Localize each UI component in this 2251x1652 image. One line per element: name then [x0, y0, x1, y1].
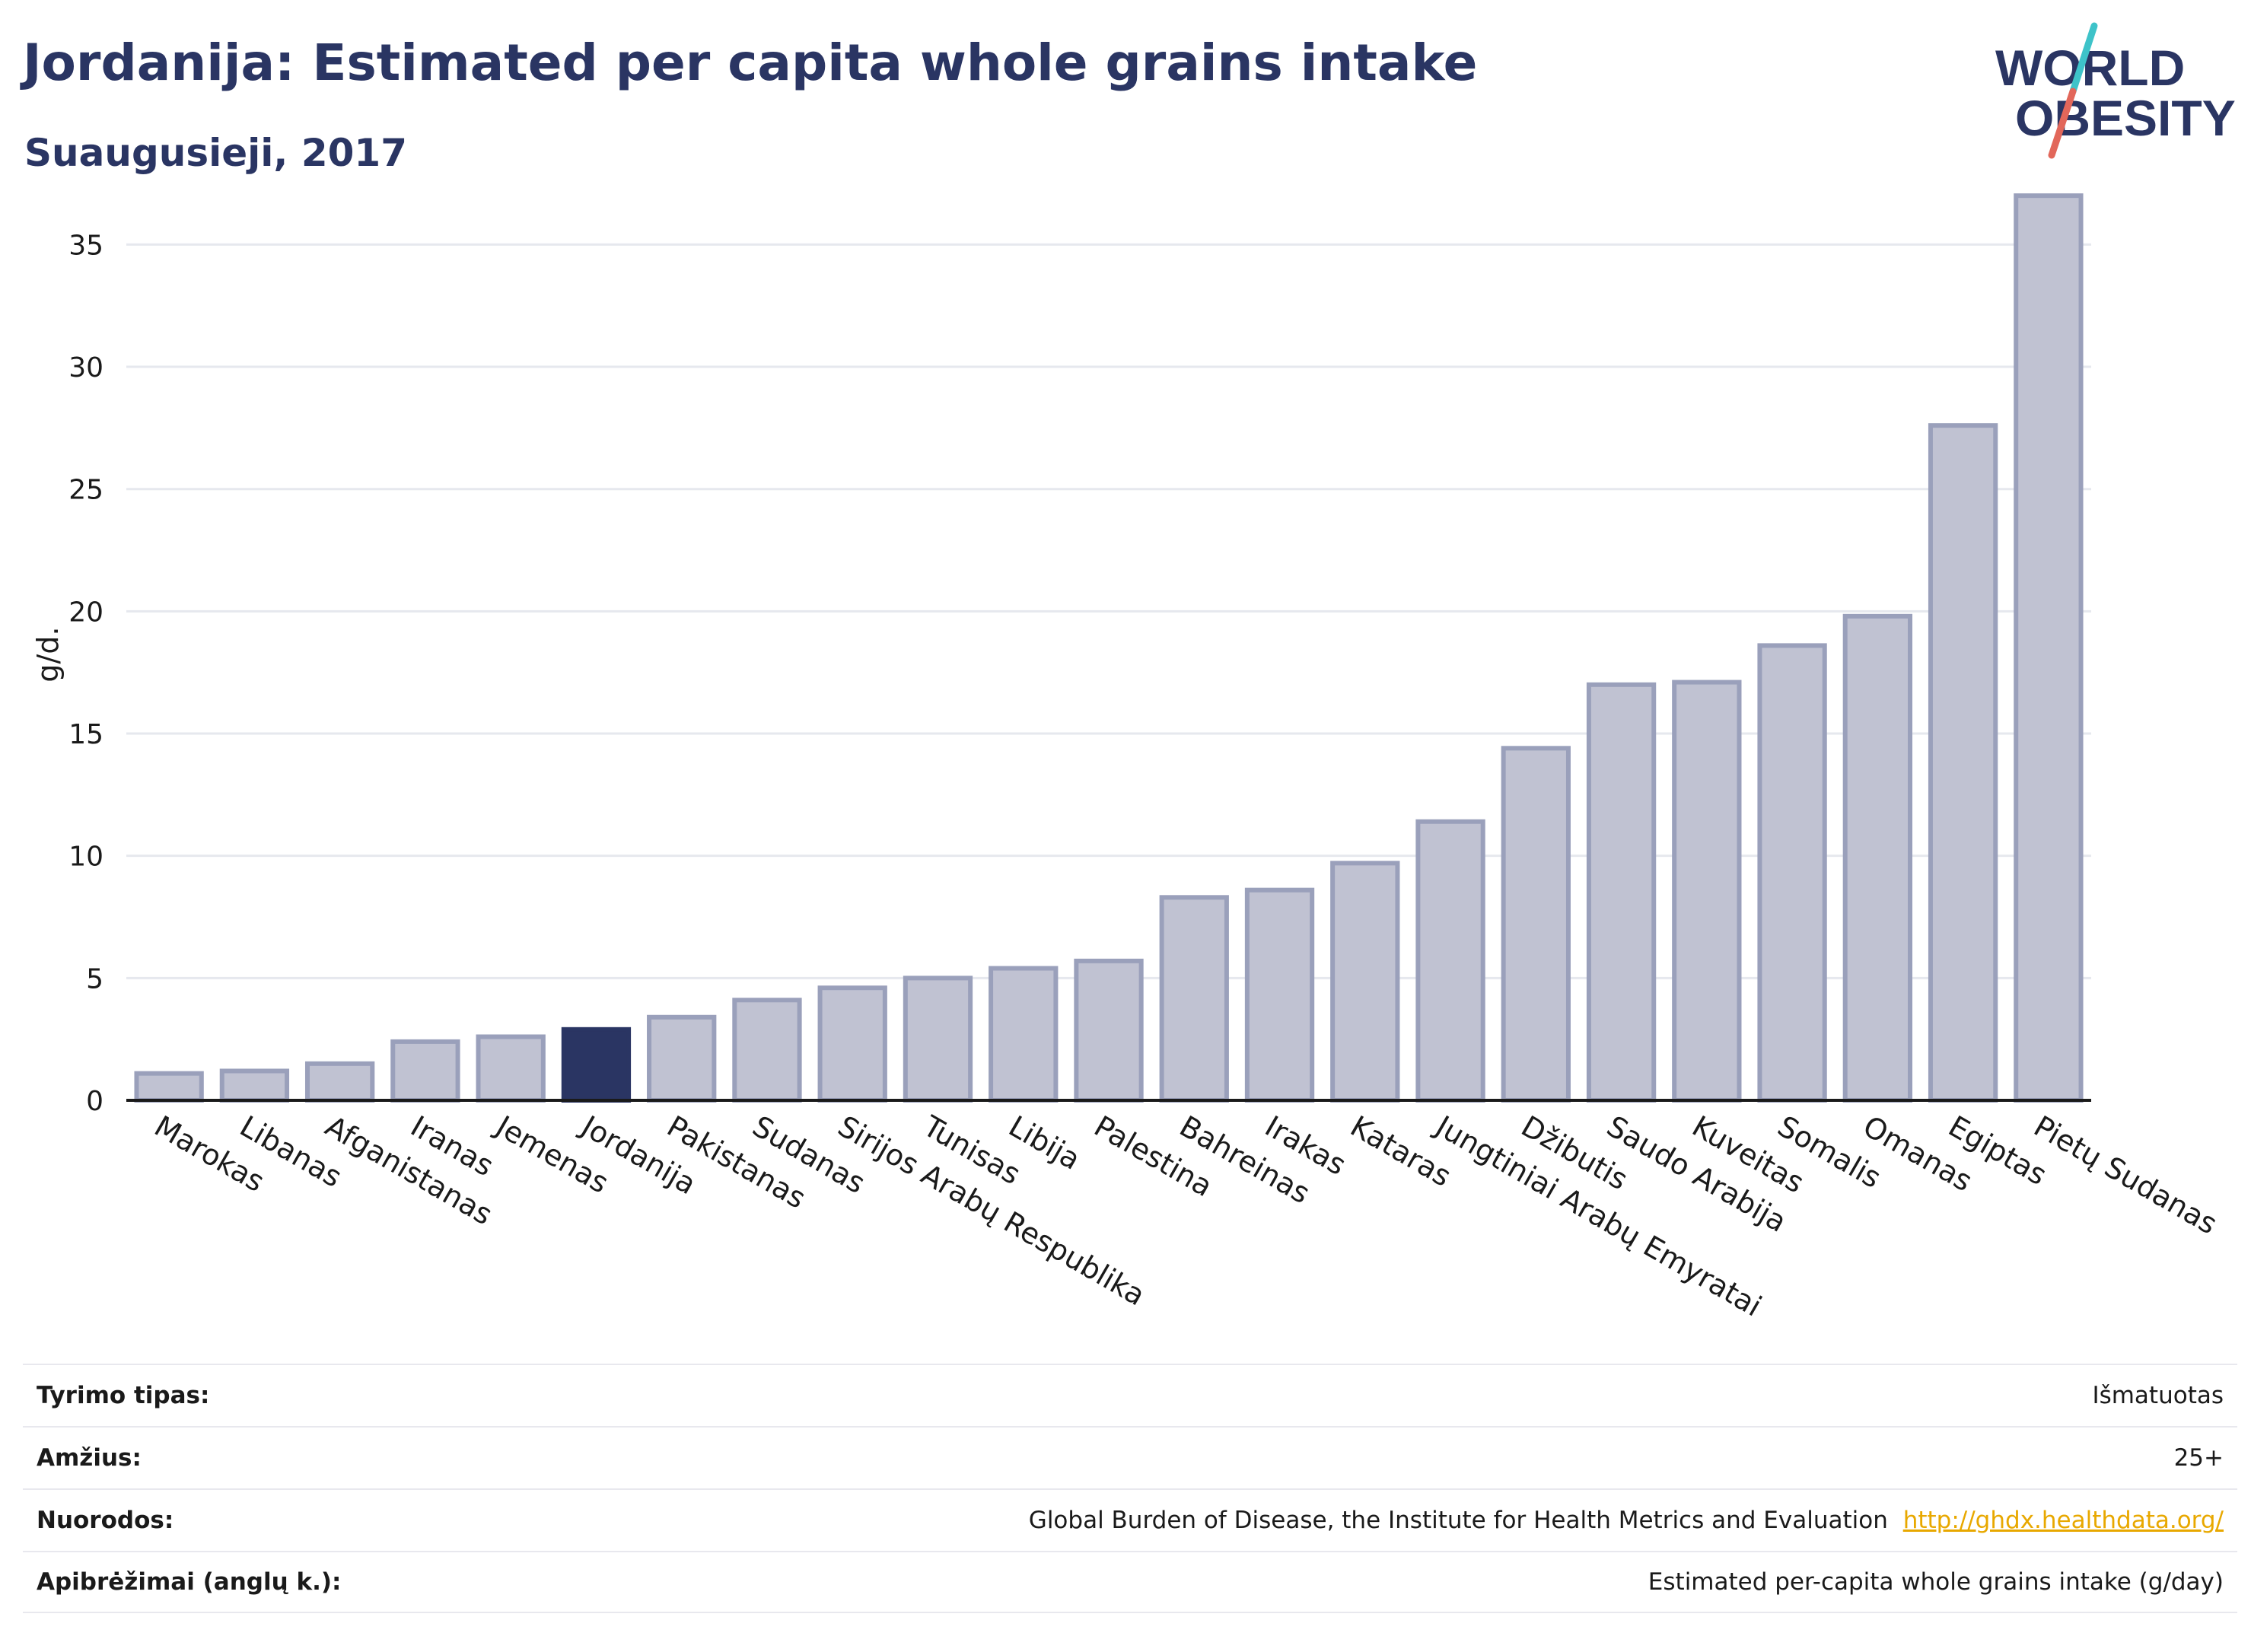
info-label: Apibrėžimai (anglų k.): [37, 1568, 342, 1596]
info-value: Estimated per-capita whole grains intake… [1648, 1568, 2224, 1596]
y-tick-label: 25 [68, 475, 103, 506]
bar-jemenas[interactable] [476, 1034, 546, 1103]
logo-text-obesity: OBESITY [2015, 90, 2236, 146]
info-label: Tyrimo tipas: [37, 1382, 210, 1409]
bar-kataras[interactable] [1330, 861, 1400, 1103]
info-label: Amžius: [37, 1444, 142, 1472]
info-table: Tyrimo tipas: Išmatuotas Amžius: 25+ Nuo… [23, 1364, 2237, 1613]
bar-sudanas[interactable] [732, 998, 802, 1103]
info-value: 25+ [2173, 1444, 2224, 1472]
bar-irakas[interactable] [1244, 887, 1315, 1103]
info-value: Global Burden of Disease, the Institute … [1028, 1507, 1888, 1534]
y-tick-label: 0 [86, 1086, 103, 1117]
bar-libija[interactable] [989, 966, 1059, 1103]
bar-pietų-sudanas[interactable] [2014, 193, 2084, 1103]
info-value: Išmatuotas [2092, 1382, 2224, 1409]
bar-layer [126, 193, 2091, 1103]
info-row-study-type: Tyrimo tipas: Išmatuotas [23, 1364, 2237, 1426]
logo-slash-teal [2069, 22, 2098, 95]
bar-bahreinas[interactable] [1159, 895, 1229, 1103]
bar-džibutis[interactable] [1501, 746, 1571, 1103]
y-tick-label: 20 [68, 597, 103, 628]
y-tick-label: 35 [68, 230, 103, 261]
info-row-references: Nuorodos: Global Burden of Disease, the … [23, 1488, 2237, 1551]
y-tick-label: 30 [68, 352, 103, 384]
bar-iranas[interactable] [390, 1039, 460, 1103]
world-obesity-logo: WORLD OBESITY [1995, 22, 2236, 159]
bar-omanas[interactable] [1842, 613, 1913, 1103]
bar-jungtiniai-arabų-emyratai[interactable] [1415, 819, 1485, 1103]
y-tick-label: 10 [68, 842, 103, 873]
info-label: Nuorodos: [37, 1507, 174, 1534]
source-link[interactable]: http://ghdx.healthdata.org/ [1902, 1507, 2224, 1534]
x-tick-label: Pietų Sudanas [2028, 1109, 2223, 1241]
y-tick-label: 5 [86, 963, 103, 995]
logo-slash-red [2048, 88, 2077, 159]
y-axis-label: g/d. [31, 626, 65, 682]
bar-marokas[interactable] [134, 1071, 204, 1103]
bar-sirijos-arabų-respublika[interactable] [817, 985, 887, 1103]
bar-pakistanas[interactable] [647, 1014, 717, 1103]
bar-libanas[interactable] [219, 1068, 290, 1103]
bar-tunisas[interactable] [903, 976, 973, 1103]
bar-palestina[interactable] [1074, 958, 1144, 1103]
chart-title: Jordanija: Estimated per capita whole gr… [23, 33, 1478, 92]
bar-kuveitas[interactable] [1672, 680, 1742, 1103]
y-tick-label: 15 [68, 719, 103, 750]
bar-afganistanas[interactable] [304, 1061, 375, 1103]
bar-chart: 05101520253035MarokasLibanasAfganistanas… [31, 193, 2223, 1323]
chart-subtitle: Suaugusieji, 2017 [24, 131, 407, 175]
info-row-age: Amžius: 25+ [23, 1426, 2237, 1488]
info-value-wrap: Global Burden of Disease, the Institute … [1029, 1507, 2224, 1534]
bar-somalis[interactable] [1757, 643, 1827, 1103]
bar-egiptas[interactable] [1928, 423, 1998, 1103]
bar-jordanija[interactable] [561, 1027, 632, 1103]
bar-saudo-arabija[interactable] [1586, 682, 1657, 1103]
info-row-definitions: Apibrėžimai (anglų k.): Estimated per-ca… [23, 1551, 2237, 1613]
